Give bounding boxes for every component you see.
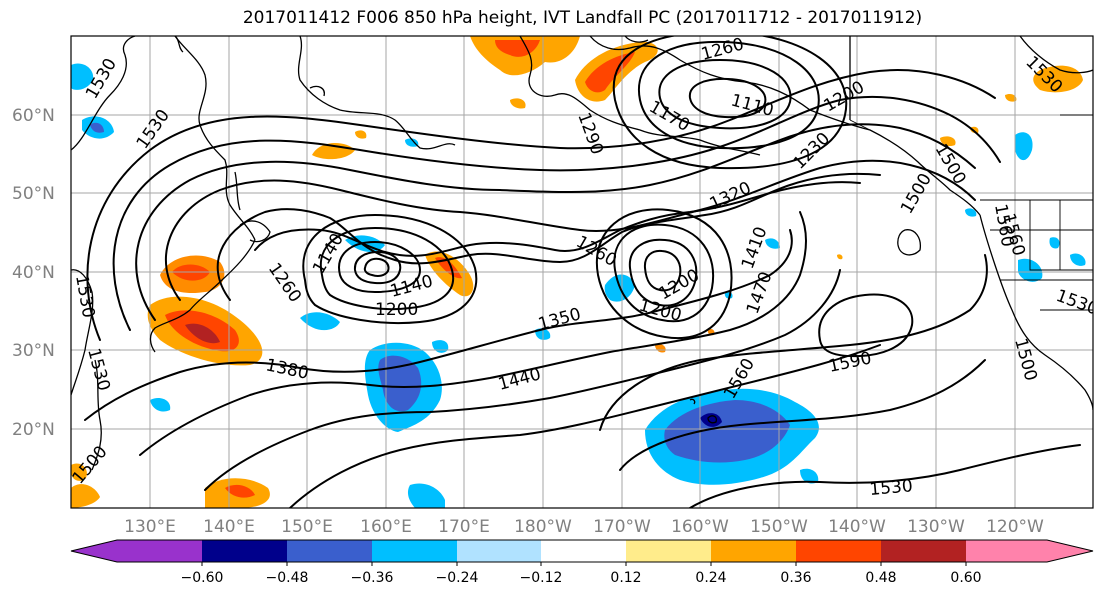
colorbar-segment <box>796 540 881 562</box>
colorbar-segment <box>71 540 202 562</box>
colorbar-tick-label: −0.24 <box>436 570 479 586</box>
contour-label: 1530 <box>869 476 914 500</box>
coastlines <box>71 36 1093 471</box>
colorbar-tick-label: 0.24 <box>695 570 726 586</box>
colorbar-tick-label: 0.12 <box>610 570 641 586</box>
lon-label: 160°W <box>671 517 729 537</box>
lon-label: 180°W <box>514 517 572 537</box>
lon-label: 170°W <box>593 517 651 537</box>
lat-label: 40°N <box>12 263 55 283</box>
colorbar-segment <box>626 540 711 562</box>
colorbar-segment <box>287 540 372 562</box>
longitude-labels: 130°E 140°E 150°E 160°E 170°E 180°W 170°… <box>124 517 1044 537</box>
colorbar-tick-label: −0.60 <box>181 570 224 586</box>
contour-label: 1200 <box>375 300 418 320</box>
ivt-negative-anomalies <box>71 63 1086 508</box>
colorbar-segment <box>372 540 457 562</box>
lon-label: 120°W <box>986 517 1044 537</box>
colorbar-tick-label: 0.60 <box>950 570 981 586</box>
colorbar: −0.60 −0.48 −0.36 −0.24 −0.12 0.12 0.24 … <box>70 539 1094 586</box>
ivt-positive-anomalies <box>71 36 1083 508</box>
lat-label: 50°N <box>12 184 55 204</box>
graticule <box>71 36 1093 508</box>
colorbar-tick-label: 0.48 <box>865 570 896 586</box>
lon-label: 150°W <box>750 517 808 537</box>
lat-label: 30°N <box>12 341 55 361</box>
height-contours <box>84 36 1081 508</box>
lat-label: 60°N <box>12 106 55 126</box>
colorbar-segment <box>457 540 541 562</box>
colorbar-tick-label: −0.36 <box>351 570 394 586</box>
colorbar-segment <box>711 540 796 562</box>
colorbar-segment <box>541 540 626 562</box>
political-borders <box>849 114 1093 311</box>
colorbar-segment <box>881 540 966 562</box>
latitude-labels: 60°N 50°N 40°N 30°N 20°N <box>12 106 55 440</box>
lat-label: 20°N <box>12 420 55 440</box>
lon-label: 140°W <box>828 517 886 537</box>
lon-label: 170°E <box>438 517 490 537</box>
colorbar-tick-label: −0.48 <box>266 570 309 586</box>
colorbar-tick-label: −0.12 <box>520 570 563 586</box>
lon-label: 130°E <box>124 517 176 537</box>
colorbar-segment <box>966 540 1093 562</box>
colorbar-tick-label: 0.36 <box>780 570 811 586</box>
map-title: 2017011412 F006 850 hPa height, IVT Land… <box>242 8 923 28</box>
lon-label: 150°E <box>281 517 333 537</box>
lon-label: 140°E <box>203 517 255 537</box>
colorbar-segment <box>202 540 287 562</box>
lon-label: 160°E <box>360 517 412 537</box>
lon-label: 130°W <box>907 517 965 537</box>
